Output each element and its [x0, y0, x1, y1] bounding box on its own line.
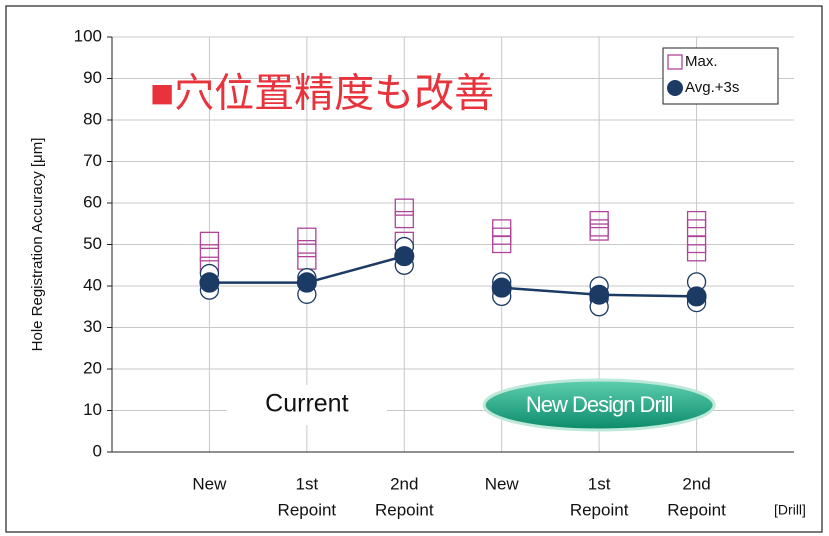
avg-marker [199, 272, 220, 293]
x-tick-label: 1st [588, 474, 611, 493]
y-tick-label: 100 [74, 26, 102, 45]
avg-marker [394, 246, 415, 267]
y-tick-label: 10 [83, 400, 102, 419]
legend-swatch [667, 54, 683, 70]
chart-title: ■穴位置精度も改善 [150, 72, 494, 116]
x-tick-label: New [192, 474, 227, 493]
max-marker [199, 244, 220, 262]
x-tick-label: New [485, 474, 520, 493]
max-marker [394, 198, 414, 216]
x-tick-label: Repoint [570, 500, 629, 519]
annotation-bg [226, 385, 387, 425]
avg-marker [491, 277, 512, 298]
y-tick-label: 60 [83, 192, 102, 211]
x-unit: [Drill] [774, 502, 806, 518]
y-axis-label: Hole Registration Accuracy [μm] [29, 138, 46, 352]
x-tick-label: 2nd [682, 474, 710, 493]
x-tick-label: 2nd [390, 474, 418, 493]
max-marker [686, 244, 707, 262]
y-tick-label: 0 [93, 441, 102, 460]
max-marker [394, 210, 414, 229]
y-tick-label: 80 [83, 109, 102, 128]
max-marker [492, 235, 512, 254]
y-tick-label: 70 [83, 151, 102, 170]
y-tick-label: 40 [83, 275, 102, 294]
max-marker [589, 223, 609, 241]
legend-label: Avg.+3s [685, 79, 739, 96]
y-tick-label: 90 [83, 68, 102, 87]
y-tick-label: 20 [83, 358, 102, 377]
avg-marker [686, 286, 707, 307]
annotation: New Design Drill [526, 392, 673, 417]
legend-label: Max. [685, 53, 718, 70]
max-marker [297, 227, 317, 245]
y-tick-label: 30 [83, 317, 102, 336]
annotation: Current [265, 390, 348, 418]
x-tick-label: 1st [296, 474, 319, 493]
x-tick-label: Repoint [278, 500, 337, 519]
max-marker [297, 239, 317, 258]
x-tick-label: Repoint [375, 500, 434, 519]
avg-marker [589, 284, 610, 305]
x-tick-label: Repoint [667, 500, 726, 519]
legend-swatch [667, 80, 683, 96]
y-tick-label: 50 [83, 234, 102, 253]
annotation-badge [482, 378, 716, 432]
max-marker [199, 231, 220, 250]
avg-marker [296, 272, 317, 293]
